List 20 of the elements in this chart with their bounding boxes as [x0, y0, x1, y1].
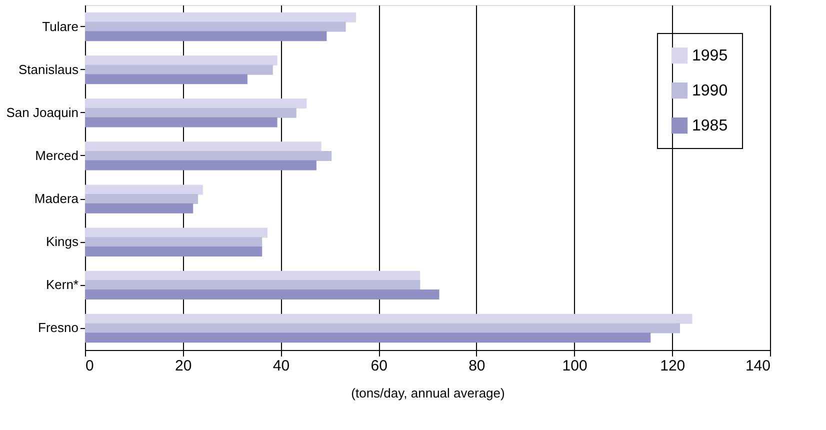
x-tick-label: 80 — [468, 358, 486, 374]
y-tick-label: Kings — [46, 234, 79, 250]
x-tick-label: 140 — [745, 358, 770, 374]
x-tick-label: 0 — [86, 358, 94, 374]
y-tick-label: San Joaquin — [6, 104, 78, 120]
x-tick-label: 20 — [175, 358, 192, 374]
y-tick-label: Merced — [35, 148, 78, 163]
y-tick-label: Fresno — [38, 320, 78, 336]
x-axis-title: (tons/day, annual average) — [351, 386, 505, 400]
legend-label: 1990 — [692, 82, 728, 100]
y-tick-label: Madera — [34, 191, 80, 206]
legend-label: 1985 — [692, 118, 728, 134]
x-tick-label: 100 — [562, 358, 588, 374]
y-tick-label: Tulare — [42, 18, 78, 34]
x-tick-label: 120 — [660, 358, 686, 374]
x-tick-label: 40 — [272, 358, 290, 374]
y-tick-label: Kern* — [46, 277, 78, 292]
y-tick-label: Stanislaus — [18, 62, 79, 77]
legend-label: 1995 — [692, 48, 728, 64]
x-tick-label: 60 — [370, 358, 388, 374]
